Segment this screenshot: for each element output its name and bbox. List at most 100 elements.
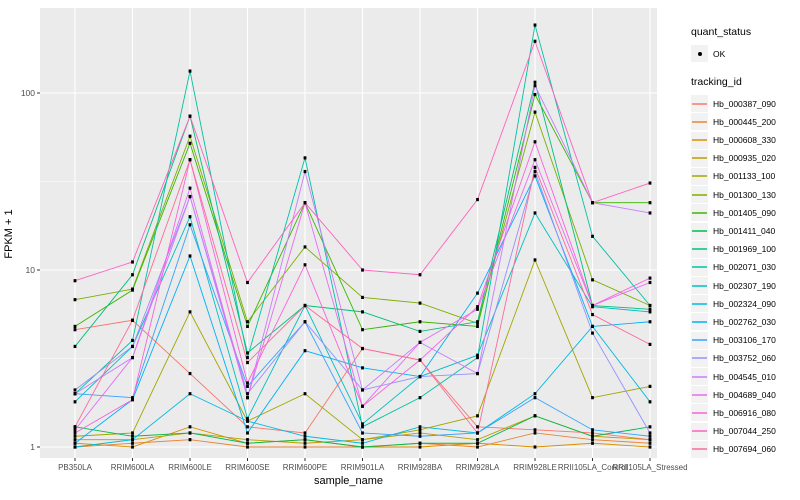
data-point bbox=[591, 431, 594, 435]
data-point bbox=[131, 355, 134, 360]
line-key-icon bbox=[691, 295, 708, 313]
data-point bbox=[648, 310, 652, 314]
data-point bbox=[303, 156, 307, 160]
data-point bbox=[533, 431, 537, 435]
data-point bbox=[73, 441, 77, 445]
data-point bbox=[418, 301, 422, 305]
data-point bbox=[476, 425, 479, 429]
data-point bbox=[131, 338, 134, 343]
legend-item: Hb_006916_080 bbox=[691, 404, 799, 422]
data-point bbox=[73, 298, 77, 302]
data-point bbox=[648, 384, 652, 388]
data-point bbox=[246, 396, 249, 400]
line-key-icon bbox=[691, 186, 708, 204]
data-point bbox=[73, 428, 77, 432]
data-point bbox=[131, 260, 134, 264]
data-point bbox=[533, 92, 537, 97]
data-point bbox=[73, 328, 77, 332]
legend-item: Hb_003106_170 bbox=[691, 331, 799, 349]
data-point bbox=[188, 69, 192, 73]
line-key-icon bbox=[691, 222, 708, 240]
legend-item-label: Hb_001300_130 bbox=[713, 189, 776, 200]
data-point bbox=[73, 431, 77, 435]
legend-item: Hb_003752_060 bbox=[691, 349, 799, 367]
data-point bbox=[418, 428, 422, 432]
data-point bbox=[131, 441, 134, 445]
data-point bbox=[131, 445, 134, 449]
data-point bbox=[131, 396, 134, 400]
data-point bbox=[246, 320, 249, 324]
legend-item-label: Hb_004545_010 bbox=[713, 371, 776, 382]
data-point bbox=[533, 258, 537, 262]
data-point bbox=[476, 320, 479, 324]
legend-item: Hb_001300_130 bbox=[691, 186, 799, 204]
data-point bbox=[246, 355, 249, 360]
data-point bbox=[418, 340, 422, 344]
legend-item-label: Hb_002324_090 bbox=[713, 298, 776, 309]
legend-item-label: Hb_001411_040 bbox=[713, 226, 776, 236]
data-point bbox=[73, 324, 77, 329]
legend: quant_status OK tracking_id Hb_000387_09… bbox=[691, 26, 799, 459]
data-point bbox=[361, 425, 364, 429]
data-point bbox=[303, 445, 307, 449]
data-point bbox=[246, 438, 249, 442]
data-point bbox=[131, 344, 134, 349]
data-point bbox=[361, 346, 364, 351]
data-point bbox=[73, 445, 77, 449]
legend-item-label: Hb_007044_250 bbox=[713, 426, 776, 437]
data-point bbox=[418, 358, 422, 362]
y-axis-title: FPKM + 1 bbox=[3, 209, 15, 259]
data-point bbox=[648, 445, 652, 449]
legend-item: Hb_002307_190 bbox=[691, 277, 799, 295]
legend-item: Hb_001411_040 bbox=[691, 222, 799, 240]
plot-panel bbox=[40, 8, 657, 458]
y-tick-label: 1 bbox=[30, 442, 35, 452]
data-point bbox=[476, 291, 479, 295]
data-point bbox=[131, 434, 134, 438]
data-point bbox=[131, 288, 134, 292]
data-point bbox=[476, 355, 479, 360]
legend-item-label: Hb_002762_030 bbox=[713, 316, 776, 327]
data-point bbox=[476, 438, 479, 442]
data-point bbox=[303, 169, 307, 174]
data-point bbox=[591, 396, 594, 400]
data-point bbox=[418, 445, 422, 449]
x-tick-label: RRIM901LA bbox=[341, 463, 385, 472]
data-point bbox=[533, 428, 537, 432]
data-point bbox=[246, 280, 249, 285]
data-point bbox=[361, 438, 364, 442]
legend-item: Hb_004545_010 bbox=[691, 368, 799, 385]
point-key-icon bbox=[691, 45, 708, 62]
data-point bbox=[591, 278, 594, 282]
line-key-icon bbox=[691, 386, 708, 404]
data-point bbox=[303, 245, 307, 249]
data-point bbox=[591, 438, 594, 442]
legend-item-label: Hb_003106_170 bbox=[713, 335, 776, 346]
legend-item: Hb_001133_100 bbox=[691, 167, 799, 185]
data-point bbox=[303, 392, 307, 396]
legend-items: Hb_000387_090 Hb_000445_200 Hb_000608_330 H… bbox=[691, 95, 799, 458]
data-point bbox=[188, 114, 192, 118]
data-point bbox=[418, 329, 422, 333]
legend-item: Hb_002324_090 bbox=[691, 295, 799, 313]
data-point bbox=[361, 388, 364, 392]
line-key-icon bbox=[691, 240, 708, 258]
data-point bbox=[361, 366, 364, 370]
data-point bbox=[188, 186, 192, 190]
data-point bbox=[648, 181, 652, 185]
data-point bbox=[188, 254, 192, 258]
legend-item-label: Hb_000608_330 bbox=[713, 135, 776, 146]
line-key-icon bbox=[691, 422, 708, 440]
data-point bbox=[648, 211, 652, 215]
data-point bbox=[131, 431, 134, 435]
data-point bbox=[303, 438, 307, 442]
data-point bbox=[591, 331, 594, 335]
legend-item-label: Hb_007694_060 bbox=[713, 444, 776, 455]
legend-item: Hb_002762_030 bbox=[691, 313, 799, 331]
data-point bbox=[246, 416, 249, 421]
data-point bbox=[476, 197, 479, 202]
data-point bbox=[303, 320, 307, 324]
data-point bbox=[648, 425, 652, 429]
data-point bbox=[188, 371, 192, 376]
